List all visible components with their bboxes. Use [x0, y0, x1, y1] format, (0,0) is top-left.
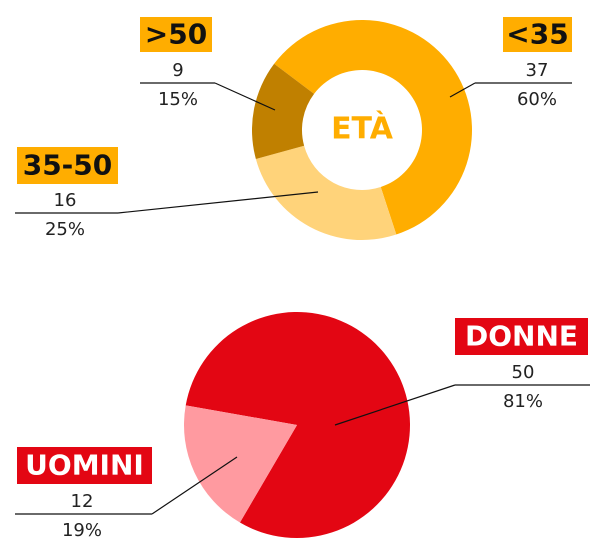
leader-line: [334, 384, 590, 426]
slice: [274, 20, 472, 235]
value-label: 9: [172, 60, 183, 81]
category-label: UOMINI: [25, 449, 144, 482]
percent-label: 25%: [45, 219, 85, 240]
tag-box: [17, 447, 152, 484]
slice: [255, 145, 397, 240]
percent-label: 19%: [62, 520, 102, 540]
leader-line: [15, 456, 238, 515]
percent-label: 81%: [503, 391, 543, 412]
value-label: 12: [71, 491, 94, 512]
percent-label: 60%: [517, 89, 557, 110]
value-label: 50: [512, 362, 535, 383]
leader-line: [15, 191, 319, 214]
percent-label: 15%: [158, 89, 198, 110]
leader-line: [140, 82, 276, 111]
leader-line: [449, 82, 572, 98]
category-label: >50: [145, 18, 207, 51]
tag-box: [17, 147, 118, 184]
tag-box: [140, 17, 212, 52]
value-label: 16: [54, 190, 77, 211]
tag-box: [455, 318, 588, 355]
value-label: 37: [526, 60, 549, 81]
slice: [184, 405, 297, 523]
category-label: <35: [506, 18, 568, 51]
category-label: DONNE: [465, 320, 578, 353]
slice: [185, 311, 410, 538]
chart-title: ETÀ: [331, 111, 394, 147]
slice: [251, 63, 315, 159]
category-label: 35-50: [23, 149, 113, 182]
tag-box: [503, 17, 572, 52]
